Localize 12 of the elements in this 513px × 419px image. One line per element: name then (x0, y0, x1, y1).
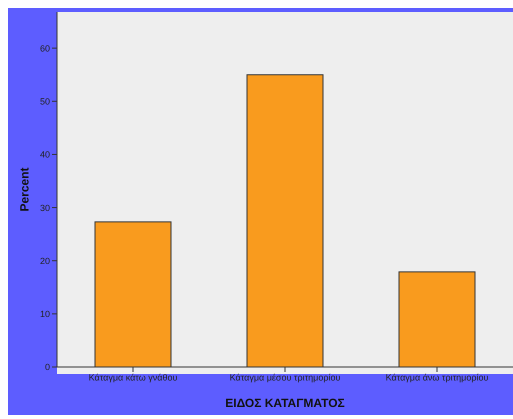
y-axis-title: Percent (17, 167, 32, 212)
y-tick-label: 20 (40, 256, 50, 266)
y-tick-label: 60 (40, 43, 50, 54)
x-tick-label: Κάταγμα κάτω γνάθου (88, 372, 178, 382)
y-tick-label: 50 (40, 96, 50, 106)
x-axis-title: ΕΙΔΟΣ ΚΑΤΑΓΜΑΤΟΣ (225, 396, 345, 410)
y-tick-label: 10 (40, 309, 50, 320)
y-tick-label: 30 (40, 202, 50, 213)
y-tick-label: 40 (40, 150, 50, 160)
x-tick-label: Κάταγμα μέσου τριτημορίου (230, 372, 340, 382)
x-tick-label: Κάταγμα άνω τριτημορίου (386, 372, 488, 382)
y-tick-label: 0 (44, 362, 50, 372)
